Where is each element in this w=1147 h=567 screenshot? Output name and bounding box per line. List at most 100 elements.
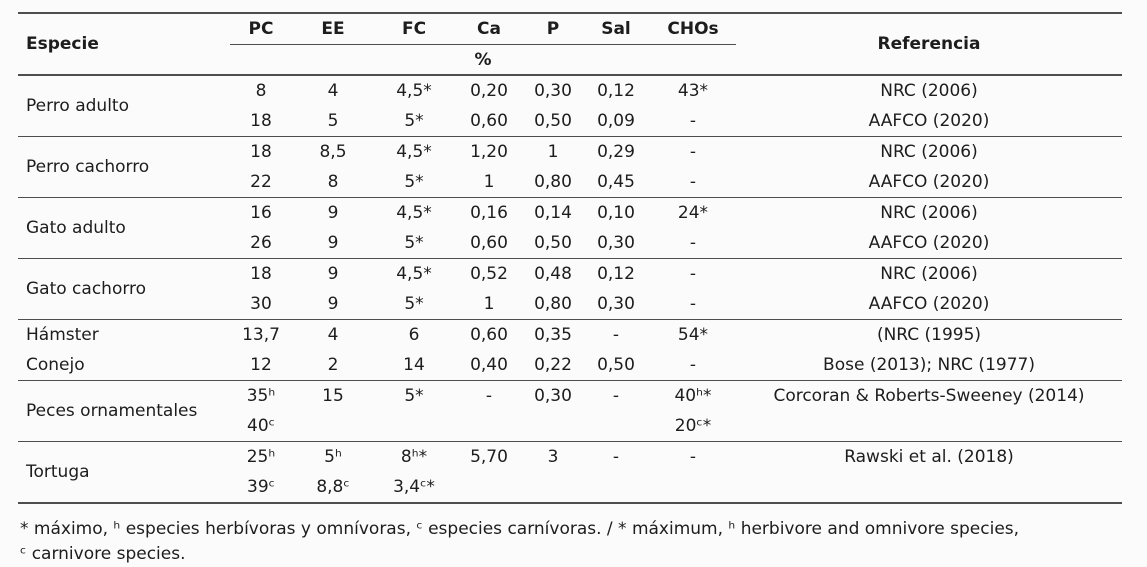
value-cell: 0,16 (454, 197, 524, 228)
reference-cell: Rawski et al. (2018) (736, 441, 1122, 472)
value-cell: 12 (250, 355, 272, 375)
table-row: 18 5 5* 0,60 0,50 0,09 - AAFCO (2020) (18, 106, 1122, 137)
table-row: Peces ornamentales 35ʰ 15 5* -0,30-40ʰ* Corco… (18, 380, 1122, 442)
reference-cell: Corcoran & Roberts-Sweeney (2014) (736, 380, 1122, 411)
value-cell: 3,4ᶜ* (393, 477, 435, 497)
value-cell: 0,35 (524, 319, 582, 350)
value-cell: 8ʰ* (374, 441, 454, 472)
value-cell: 0,50 (534, 111, 572, 131)
table-row: Gato cachorro 18 9 4,5* 0,52 0,48 0,12- NRC (20… (18, 258, 1122, 320)
table-row: Perro adulto 8 4 4,5* 0,20 0,30 0,12 43* NRC (20… (18, 75, 1122, 116)
value-cell: 13,7 (230, 319, 292, 350)
value-cell: 0,60 (470, 111, 508, 131)
species-name-cell: Peces ornamentales (18, 380, 230, 442)
value-cell: 9 (327, 233, 339, 253)
value-cell: - (689, 233, 697, 253)
value-cell (650, 472, 736, 503)
value-cell: 0,52 (454, 258, 524, 289)
reference-cell (736, 472, 1122, 503)
table-body: Perro adulto 8 4 4,5* 0,20 0,30 0,12 43* NRC (20… (18, 75, 1122, 503)
value-cell: 9 (292, 197, 374, 228)
value-cell: 5,70 (454, 441, 524, 472)
reference-cell: NRC (2006) (736, 258, 1122, 289)
table-row: Hámster 13,7 4 6 0,60 0,35-54* (NRC (1995) (18, 319, 1122, 350)
reference-cell: NRC (2006) (880, 81, 978, 101)
value-cell: 5 (327, 111, 339, 131)
value-cell: 5ʰ (292, 441, 374, 472)
value-cell: 0,10 (582, 197, 650, 228)
species-name-cell: Gato adulto (18, 197, 230, 259)
value-cell: - (650, 136, 736, 167)
table-row: 26 9 5* 0,60 0,50 0,30 - AAFCO (2020) (18, 228, 1122, 259)
value-cell: - (689, 294, 697, 314)
value-cell: 4,5* (374, 258, 454, 289)
value-cell: - (454, 380, 524, 411)
value-cell: 22 (250, 172, 272, 192)
value-cell: 0,50 (597, 355, 635, 375)
value-cell (524, 472, 582, 503)
value-cell (292, 411, 374, 442)
value-cell: 5* (374, 380, 454, 411)
table-row: Gato adulto 16 9 4,5* 0,16 0,14 0,10 24* NRC (20… (18, 197, 1122, 259)
value-cell (454, 411, 524, 442)
value-cell: 9 (327, 294, 339, 314)
value-cell: 0,30 (534, 81, 572, 101)
value-cell: 40ʰ* (650, 380, 736, 411)
value-cell (454, 472, 524, 503)
value-cell: 35ʰ (230, 380, 292, 411)
value-cell: 14 (403, 355, 425, 375)
value-cell: 4 (292, 319, 374, 350)
ca-column-header: Ca (454, 13, 524, 45)
value-cell: 18 (230, 136, 292, 167)
value-cell: 39ᶜ (247, 477, 275, 497)
value-cell: 0,30 (524, 380, 582, 411)
value-cell: 8,8ᶜ (316, 477, 350, 497)
value-cell (524, 411, 582, 442)
reference-cell: AAFCO (2020) (868, 172, 990, 192)
value-cell: 1 (483, 172, 495, 192)
value-cell: 0,80 (534, 172, 572, 192)
value-cell: 4,5* (374, 136, 454, 167)
value-cell: 0,30 (597, 294, 635, 314)
table-row: 40ᶜ 20ᶜ* (18, 411, 1122, 442)
value-cell: 0,20 (470, 81, 508, 101)
value-cell: 0,45 (597, 172, 635, 192)
fc-column-header: FC (374, 13, 454, 45)
species-name-cell: Hámster (18, 319, 230, 350)
value-cell: 2 (327, 355, 339, 375)
header-row-unit: % (18, 44, 1122, 76)
table-row: Perro cachorro 18 8,5 4,5* 1,20 1 0,29- NRC (20… (18, 136, 1122, 198)
value-cell: 0,14 (524, 197, 582, 228)
table-footnote: * máximo, ʰ especies herbívoras y omnívo… (20, 519, 1020, 564)
value-cell: 5* (404, 294, 424, 314)
value-cell (582, 411, 650, 442)
value-cell: 0,30 (597, 233, 635, 253)
value-cell: 25ʰ (230, 441, 292, 472)
ee-column-header: EE (292, 13, 374, 45)
value-cell: 30 (250, 294, 272, 314)
value-cell: 5* (404, 233, 424, 253)
value-cell: 15 (292, 380, 374, 411)
value-cell: 54* (650, 319, 736, 350)
table-row: Conejo 12 2 14 0,40 0,22 0,50 - Bose (2013); NRC… (18, 350, 1122, 381)
reference-cell: AAFCO (2020) (868, 294, 990, 314)
header-row-columns: Especie PC EE FC Ca P Sal CHOs Referenci… (18, 13, 1122, 76)
nutrition-requirements-table: Especie PC EE FC Ca P Sal CHOs Referenci… (18, 12, 1122, 504)
value-cell: 0,50 (534, 233, 572, 253)
value-cell: 0,60 (470, 233, 508, 253)
reference-cell: AAFCO (2020) (868, 111, 990, 131)
value-cell: 3 (524, 441, 582, 472)
species-name-cell: Perro adulto (26, 96, 129, 116)
chos-column-header: CHOs (650, 13, 736, 45)
table-row: 22 8 5* 1 0,80 0,45 - AAFCO (2020) (18, 167, 1122, 198)
table-row: 30 9 5* 1 0,80 0,30 - AAFCO (2020) (18, 289, 1122, 320)
value-cell: 20ᶜ* (674, 416, 712, 436)
percent-unit-header: % (230, 44, 736, 76)
value-cell: 4,5* (396, 81, 432, 101)
value-cell: 0,12 (582, 258, 650, 289)
value-cell: 0,48 (524, 258, 582, 289)
value-cell: 1,20 (454, 136, 524, 167)
reference-cell: NRC (2006) (736, 136, 1122, 167)
value-cell: 1 (524, 136, 582, 167)
